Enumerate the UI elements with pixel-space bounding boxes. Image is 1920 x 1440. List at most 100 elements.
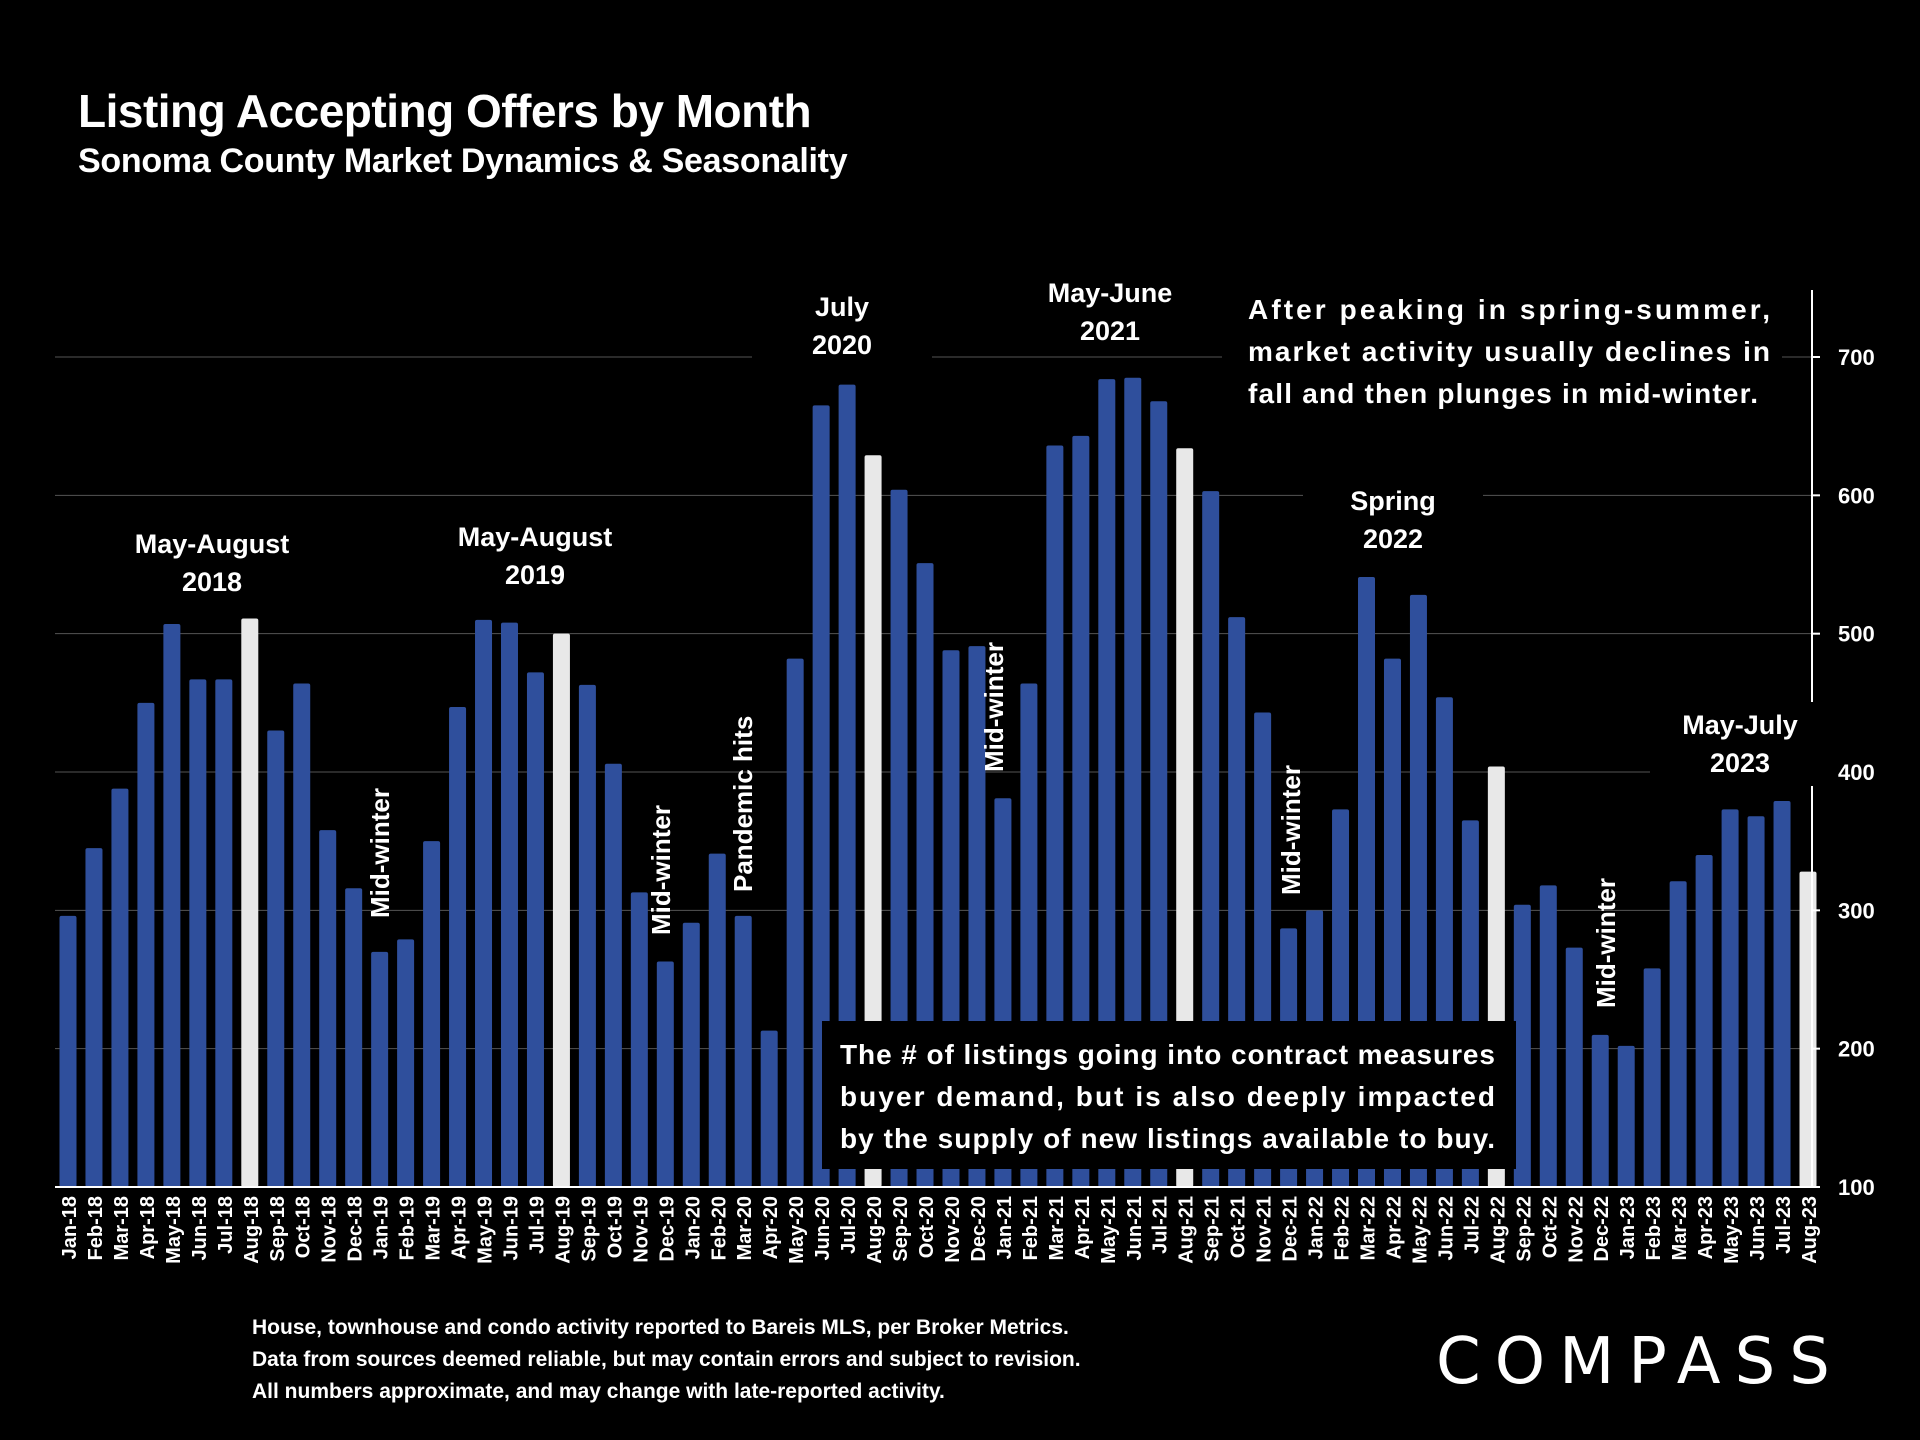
x-tick-label-Apr-21: Apr-21 [1072,1196,1094,1259]
x-tick-label-Aug-21: Aug-21 [1176,1196,1198,1264]
x-tick-label-Jan-20: Jan-20 [682,1196,704,1259]
annotation-bg-1 [445,514,625,598]
x-tick-label-Jan-18: Jan-18 [59,1196,81,1259]
x-tick-label-Nov-22: Nov-22 [1565,1196,1587,1263]
x-tick-label-Dec-18: Dec-18 [345,1196,367,1262]
bar-May-18 [163,623,181,1187]
x-tick-label-Jul-19: Jul-19 [526,1196,548,1254]
x-tick-label-Jun-20: Jun-20 [812,1196,834,1260]
bar-Feb-18 [85,848,103,1187]
bar-May-23 [1721,809,1739,1187]
annotation-bg-4 [1303,478,1483,562]
bar-Dec-22 [1591,1034,1609,1187]
callout-top-right-line-3: fall and then plunges in mid-winter. [1248,378,1758,409]
bar-Feb-23 [1643,968,1661,1187]
annotation-6: Mid-winter [365,788,395,918]
x-tick-label-May-21: May-21 [1098,1196,1120,1264]
y-tick-label-600: 600 [1838,483,1875,508]
x-tick-label-Aug-23: Aug-23 [1799,1196,1821,1264]
x-tick-label-Oct-22: Oct-22 [1539,1196,1561,1258]
y-tick-label-200: 200 [1838,1037,1875,1062]
annotation-2: July 2020 [812,292,872,360]
bar-Jun-21 [1124,377,1142,1187]
x-tick-label-Apr-23: Apr-23 [1695,1196,1717,1259]
x-tick-label-Nov-20: Nov-20 [942,1196,964,1263]
annotation-bg-2 [752,284,932,368]
x-tick-label-Mar-22: Mar-22 [1358,1196,1380,1260]
bar-Feb-20 [708,853,726,1187]
bar-Jul-23 [1773,801,1791,1187]
bar-Jan-18 [59,915,77,1187]
footnote-line-1: House, townhouse and condo activity repo… [252,1316,1069,1339]
bar-Nov-19 [630,892,648,1187]
bar-Apr-18 [137,702,155,1187]
bar-Jul-20 [838,384,856,1188]
x-tick-label-Jun-18: Jun-18 [189,1196,211,1260]
bar-Sep-18 [267,730,285,1187]
x-tick-label-May-20: May-20 [786,1196,808,1264]
annotation-1: May-August 2019 [458,522,613,590]
footnote-line-2: Data from sources deemed reliable, but m… [252,1348,1081,1371]
x-tick-label-Jul-23: Jul-23 [1773,1196,1795,1254]
compass-logo: COMPASS [1436,1325,1844,1399]
annotation-7: Mid-winter [646,805,676,935]
x-tick-label-Feb-22: Feb-22 [1332,1196,1354,1260]
bar-Jun-20 [812,405,830,1188]
bar-Aug-18 [241,618,259,1187]
callout-bottom-line-2: buyer demand, but is also deeply impacte… [840,1081,1495,1112]
bar-Feb-19 [397,939,415,1187]
x-tick-label-Feb-19: Feb-19 [397,1196,419,1260]
bar-Jul-19 [526,672,544,1187]
bar-Jun-23 [1747,816,1765,1187]
x-tick-label-Jul-18: Jul-18 [215,1196,237,1254]
bar-Aug-23 [1799,871,1817,1187]
annotation-10: Mid-winter [1276,765,1306,895]
x-tick-label-Sep-22: Sep-22 [1513,1196,1535,1262]
bar-Aug-20 [864,455,882,1187]
bar-Apr-23 [1695,855,1713,1187]
footnote: House, townhouse and condo activity repo… [252,1312,1202,1408]
callout-bottom-line-3: by the supply of new listings available … [840,1123,1495,1154]
callout-top-right-line-2: market activity usually declines in [1248,336,1770,367]
x-tick-label-Mar-20: Mar-20 [734,1196,756,1260]
x-tick-label-Dec-19: Dec-19 [656,1196,678,1262]
bar-Apr-19 [449,706,467,1187]
x-tick-label-Feb-21: Feb-21 [1020,1196,1042,1260]
x-tick-label-Aug-19: Aug-19 [552,1196,574,1264]
x-tick-label-Dec-20: Dec-20 [968,1196,990,1262]
chart-subtitle: Sonoma County Market Dynamics & Seasonal… [78,142,848,180]
x-tick-label-Oct-21: Oct-21 [1228,1196,1250,1258]
x-tick-label-Aug-20: Aug-20 [864,1196,886,1264]
x-tick-label-Jan-22: Jan-22 [1306,1196,1328,1259]
bar-Oct-19 [604,763,622,1187]
x-tick-label-Jan-21: Jan-21 [994,1196,1016,1259]
y-tick-label-700: 700 [1838,345,1875,370]
x-tick-label-Apr-18: Apr-18 [137,1196,159,1259]
bar-Oct-22 [1539,885,1557,1187]
bar-May-20 [786,658,804,1187]
bar-Mar-23 [1669,881,1687,1187]
x-tick-label-May-23: May-23 [1721,1196,1743,1264]
x-tick-label-Sep-20: Sep-20 [890,1196,912,1262]
callout-bg-bottom [822,1021,1516,1169]
callout-bottom-line-1: The # of listings going into contract me… [840,1039,1495,1070]
annotation-bg-5 [1650,702,1830,786]
bar-May-19 [475,619,493,1187]
x-tick-label-Feb-18: Feb-18 [85,1196,107,1260]
x-tick-label-May-18: May-18 [163,1196,185,1264]
y-tick-label-100: 100 [1838,1175,1875,1200]
bar-Dec-18 [345,888,363,1187]
x-tick-label-Feb-23: Feb-23 [1643,1196,1665,1260]
x-tick-label-Oct-18: Oct-18 [293,1196,315,1258]
bar-Aug-19 [552,633,570,1187]
bar-Jun-19 [500,622,518,1187]
x-tick-label-May-19: May-19 [475,1196,497,1264]
bar-Jan-23 [1617,1045,1635,1187]
x-tick-label-Jul-20: Jul-20 [838,1196,860,1254]
x-tick-label-May-22: May-22 [1409,1196,1431,1264]
x-tick-label-Mar-23: Mar-23 [1669,1196,1691,1260]
callout-top-right-line-1: After peaking in spring-summer, [1248,294,1770,325]
bar-Aug-21 [1176,448,1194,1187]
bar-Nov-18 [319,830,337,1187]
